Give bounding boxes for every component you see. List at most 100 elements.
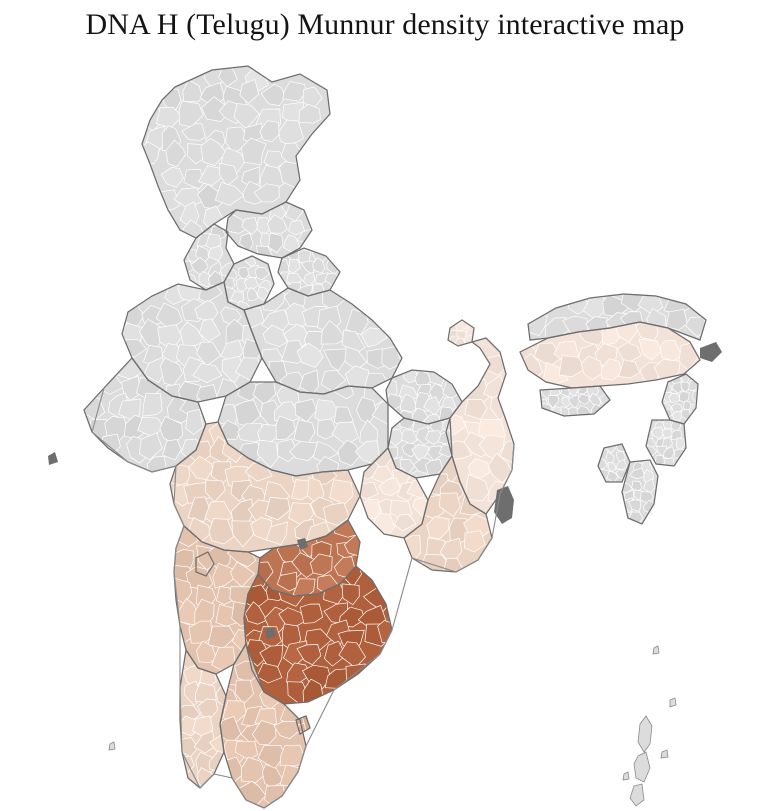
district-cell[interactable]: [313, 258, 325, 274]
district-cell[interactable]: [263, 325, 287, 347]
district-cell[interactable]: [400, 394, 417, 412]
district-cell[interactable]: [321, 370, 346, 391]
district-cell[interactable]: [550, 385, 560, 397]
district-cell[interactable]: [664, 458, 675, 469]
district-cell[interactable]: [247, 288, 258, 301]
district-cell[interactable]: [189, 456, 212, 479]
district-cell[interactable]: [180, 738, 198, 758]
district-layer[interactable]: [48, 64, 722, 808]
district-cell[interactable]: [198, 699, 218, 718]
district-cell[interactable]: [330, 480, 354, 505]
district-cell[interactable]: [608, 462, 617, 471]
state-rajasthan[interactable]: [120, 277, 263, 410]
district-cell[interactable]: [290, 442, 317, 461]
india-map-svg[interactable]: [0, 52, 770, 811]
district-cell[interactable]: [199, 319, 220, 342]
district-cell[interactable]: [379, 478, 401, 496]
district-cell[interactable]: [143, 393, 163, 416]
district-cell[interactable]: [144, 357, 165, 382]
district-cell[interactable]: [231, 480, 253, 501]
district-cell[interactable]: [161, 167, 183, 187]
district-cell[interactable]: [457, 331, 468, 340]
district-cell[interactable]: [122, 376, 141, 401]
district-cell[interactable]: [465, 399, 488, 419]
district-cell[interactable]: [293, 579, 315, 598]
district-cell[interactable]: [258, 745, 285, 769]
india-choropleth-map[interactable]: [0, 52, 770, 811]
district-cell[interactable]: [321, 321, 345, 345]
district-cell[interactable]: [317, 456, 339, 483]
district-cell[interactable]: [237, 301, 251, 315]
district-cell[interactable]: [630, 468, 645, 479]
district-cell[interactable]: [342, 584, 359, 605]
district-cell[interactable]: [578, 394, 589, 404]
district-cell[interactable]: [266, 497, 290, 519]
state-chhattisgarh[interactable]: [358, 448, 429, 538]
district-cell[interactable]: [196, 641, 216, 663]
district-cell[interactable]: [194, 731, 215, 753]
district-cell[interactable]: [629, 500, 641, 512]
district-cell[interactable]: [184, 169, 205, 189]
district-cell[interactable]: [411, 471, 428, 486]
district-cell[interactable]: [283, 82, 306, 102]
state-haryana[interactable]: [221, 255, 274, 315]
district-cell[interactable]: [208, 246, 222, 261]
district-cell[interactable]: [147, 456, 166, 480]
district-cell[interactable]: [372, 401, 395, 425]
district-cell[interactable]: [241, 757, 265, 782]
district-cell[interactable]: [208, 626, 235, 648]
district-cell[interactable]: [235, 680, 253, 704]
district-cell[interactable]: [180, 322, 205, 347]
district-cell[interactable]: [344, 536, 367, 558]
district-cell[interactable]: [251, 517, 272, 540]
state-uttar-pradesh[interactable]: [242, 284, 402, 395]
district-cell[interactable]: [310, 554, 332, 576]
district-cell[interactable]: [219, 66, 238, 86]
state-madhya-pradesh[interactable]: [215, 379, 396, 483]
district-cell[interactable]: [257, 287, 269, 301]
district-cell[interactable]: [666, 309, 687, 330]
state-kerala[interactable]: [175, 649, 233, 788]
district-cell[interactable]: [183, 80, 203, 102]
district-cell[interactable]: [168, 465, 190, 486]
district-cell[interactable]: [439, 493, 460, 517]
district-cell[interactable]: [269, 233, 283, 253]
district-cell[interactable]: [422, 554, 449, 575]
district-cell[interactable]: [193, 363, 222, 382]
district-cell[interactable]: [205, 480, 225, 502]
district-cell[interactable]: [400, 460, 415, 475]
district-cell[interactable]: [378, 620, 402, 642]
district-cell[interactable]: [234, 104, 259, 129]
district-cell[interactable]: [401, 430, 417, 444]
district-cell[interactable]: [240, 80, 259, 104]
district-cell[interactable]: [222, 420, 240, 439]
district-cell[interactable]: [266, 522, 287, 545]
district-cell[interactable]: [324, 641, 346, 666]
district-cell[interactable]: [616, 460, 628, 470]
district-cell[interactable]: [276, 416, 296, 440]
district-cell[interactable]: [639, 339, 661, 360]
district-cell[interactable]: [267, 215, 287, 234]
district-cell[interactable]: [222, 356, 244, 383]
district-cell[interactable]: [163, 439, 182, 460]
district-cell[interactable]: [157, 107, 183, 128]
district-cell[interactable]: [166, 140, 186, 167]
district-cell[interactable]: [297, 343, 323, 367]
state-jammu-kashmir[interactable]: [135, 64, 330, 243]
state-west-bengal[interactable]: [444, 338, 526, 514]
district-cell[interactable]: [199, 272, 210, 288]
district-cell[interactable]: [241, 138, 265, 165]
district-cell[interactable]: [602, 359, 622, 381]
district-cell[interactable]: [428, 365, 446, 385]
district-cell[interactable]: [182, 124, 206, 141]
district-cell[interactable]: [548, 396, 559, 408]
district-cell[interactable]: [215, 182, 244, 205]
district-cell[interactable]: [652, 427, 665, 439]
district-cell[interactable]: [300, 604, 323, 623]
state-odisha[interactable]: [399, 456, 492, 585]
district-cell[interactable]: [289, 220, 305, 235]
district-cell[interactable]: [261, 84, 285, 105]
district-cell[interactable]: [427, 517, 450, 539]
state-gujarat[interactable]: [79, 357, 208, 480]
district-cell[interactable]: [277, 572, 297, 591]
